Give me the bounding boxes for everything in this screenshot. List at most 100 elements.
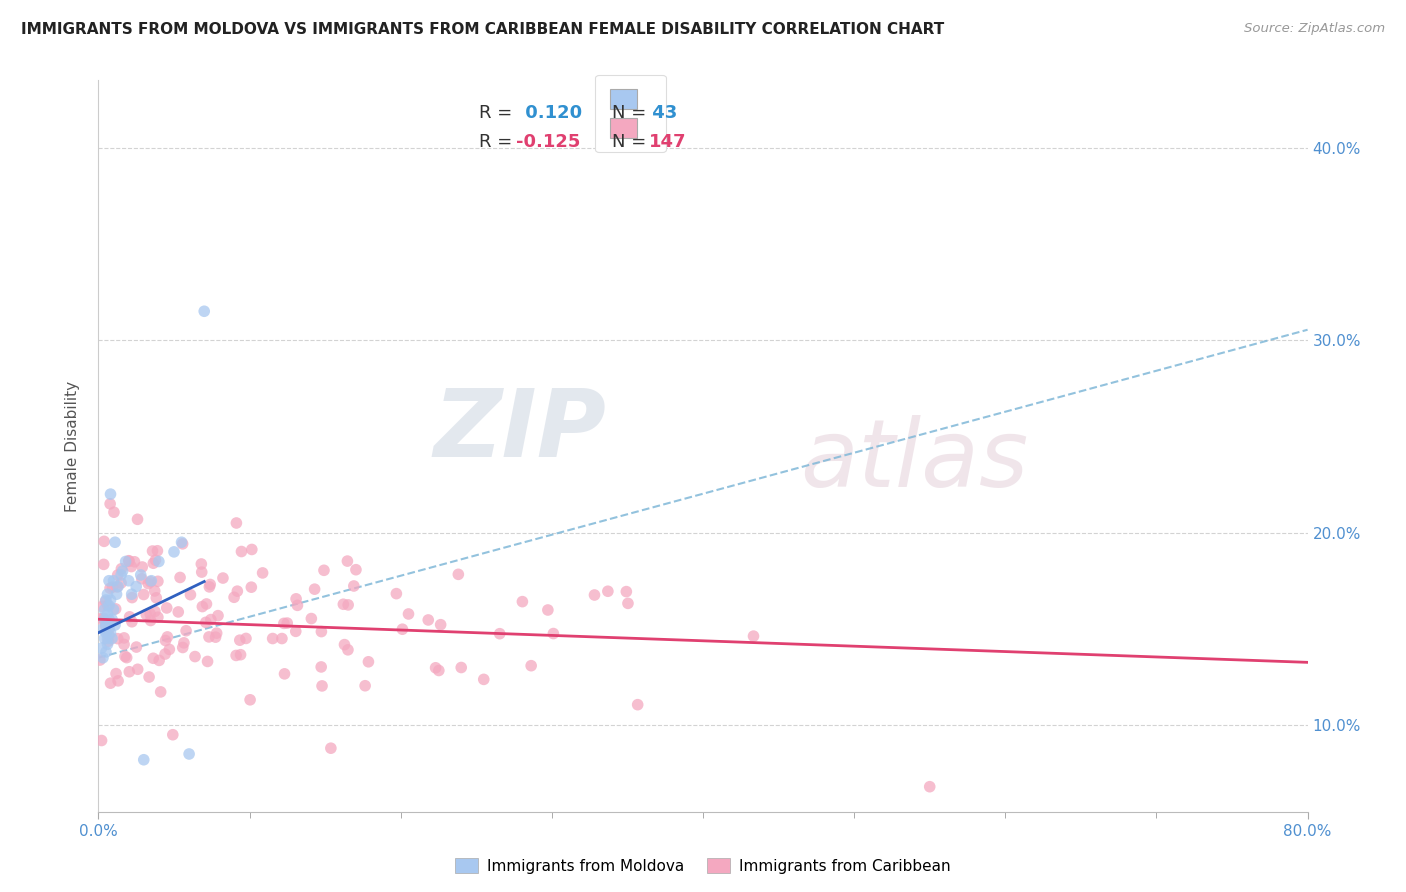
Point	[141, 544, 163, 558]
Point	[385, 587, 408, 601]
Point	[96, 632, 118, 646]
Point	[105, 580, 128, 594]
Point	[184, 649, 207, 664]
Point	[105, 587, 128, 601]
Point	[343, 579, 366, 593]
Point	[179, 747, 201, 761]
Point	[129, 568, 152, 582]
Point	[97, 634, 120, 648]
Point	[170, 535, 193, 549]
Point	[131, 560, 153, 574]
Point	[425, 661, 447, 675]
Point	[89, 653, 111, 667]
Point	[195, 597, 218, 611]
Point	[118, 554, 141, 568]
Point	[125, 580, 148, 594]
Point	[225, 516, 247, 530]
Point	[148, 554, 170, 568]
Point	[127, 662, 149, 676]
Point	[107, 580, 129, 594]
Point	[104, 535, 127, 549]
Point	[107, 673, 129, 688]
Point	[193, 304, 215, 318]
Point	[101, 632, 124, 646]
Point	[93, 632, 115, 646]
Point	[155, 633, 177, 648]
Point	[212, 571, 235, 585]
Point	[190, 557, 212, 571]
Point	[418, 613, 440, 627]
Point	[200, 613, 222, 627]
Point	[614, 584, 637, 599]
Point	[429, 617, 451, 632]
Point	[127, 512, 149, 526]
Point	[520, 658, 543, 673]
Point	[284, 624, 307, 639]
Point	[98, 581, 121, 595]
Point	[285, 591, 308, 606]
Point	[145, 553, 167, 567]
Point	[333, 638, 356, 652]
Point	[311, 624, 333, 639]
Point	[100, 593, 122, 607]
Text: 0.120: 0.120	[519, 104, 582, 122]
Point	[304, 582, 326, 597]
Point	[103, 602, 125, 616]
Point	[132, 588, 155, 602]
Point	[167, 605, 190, 619]
Point	[357, 655, 380, 669]
Point	[312, 563, 335, 577]
Point	[204, 630, 226, 644]
Point	[93, 558, 115, 572]
Point	[543, 626, 565, 640]
Point	[173, 636, 195, 650]
Point	[105, 666, 128, 681]
Point	[98, 612, 121, 626]
Point	[240, 542, 263, 557]
Text: R =: R =	[479, 104, 519, 122]
Point	[191, 599, 214, 614]
Point	[139, 614, 162, 628]
Point	[98, 599, 121, 613]
Point	[118, 665, 141, 679]
Point	[336, 642, 359, 657]
Point	[299, 611, 322, 625]
Point	[91, 650, 114, 665]
Point	[596, 584, 619, 599]
Point	[391, 622, 413, 636]
Point	[141, 574, 163, 588]
Point	[104, 602, 127, 616]
Point	[194, 615, 217, 630]
Point	[132, 753, 155, 767]
Point	[163, 545, 186, 559]
Point	[94, 593, 117, 607]
Point	[124, 555, 146, 569]
Point	[110, 576, 132, 591]
Point	[94, 618, 117, 632]
Point	[139, 574, 162, 589]
Point	[121, 587, 143, 601]
Point	[91, 599, 114, 614]
Point	[205, 626, 228, 640]
Point	[100, 676, 122, 690]
Point	[148, 653, 170, 667]
Point	[107, 568, 129, 582]
Point	[239, 693, 262, 707]
Point	[197, 655, 219, 669]
Point	[114, 649, 136, 664]
Point	[121, 591, 143, 605]
Point	[103, 505, 125, 519]
Point	[222, 591, 245, 605]
Point	[336, 554, 359, 568]
Point	[104, 618, 127, 632]
Point	[537, 603, 560, 617]
Point	[273, 666, 295, 681]
Point	[100, 625, 122, 640]
Point	[149, 685, 172, 699]
Legend: , : ,	[595, 75, 665, 153]
Point	[450, 660, 472, 674]
Point	[125, 640, 148, 654]
Point	[332, 597, 354, 611]
Point	[118, 574, 141, 588]
Point	[427, 664, 450, 678]
